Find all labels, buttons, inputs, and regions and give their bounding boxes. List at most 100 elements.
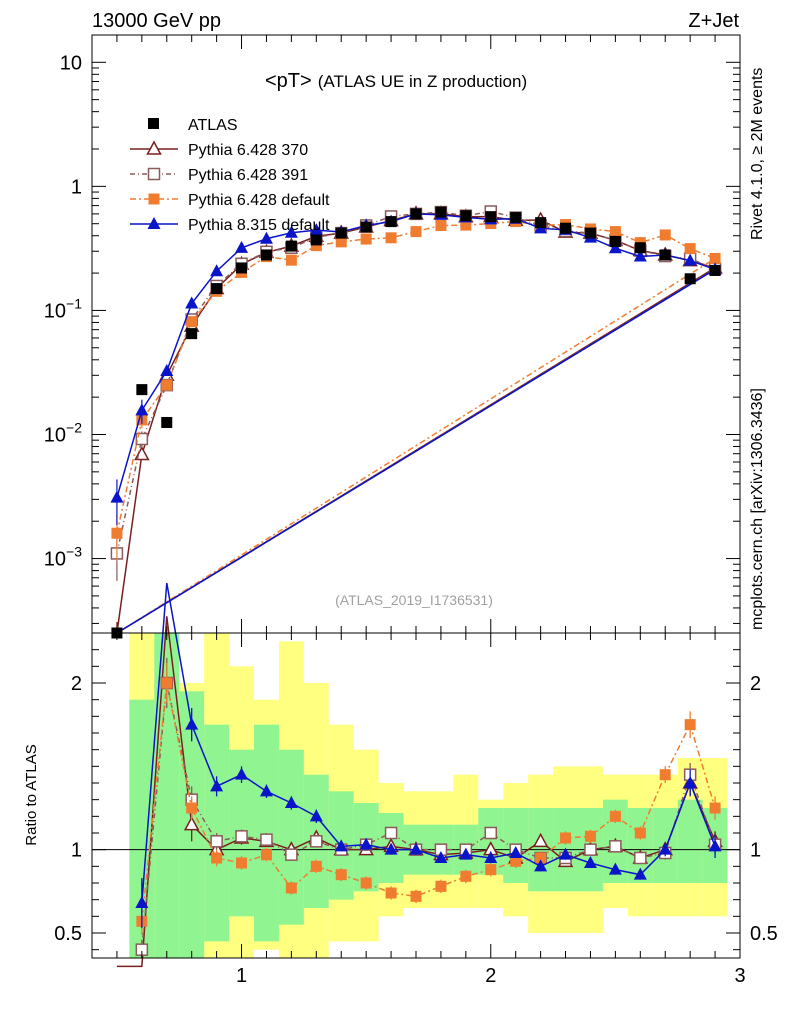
ratio-point-marker: [384, 826, 398, 840]
ratio-point-marker: [310, 860, 322, 872]
plot-title: <pT> (ATLAS UE in Z production): [265, 70, 527, 92]
main-y-tick-base: 10: [60, 52, 82, 74]
atlas-data-point: [460, 210, 472, 222]
ratio-point-marker: [509, 846, 523, 858]
ratio-point-marker: [484, 826, 498, 840]
ratio-point-marker: [684, 719, 696, 731]
ratio-point-marker: [534, 859, 548, 872]
main-series-layer: [110, 205, 723, 634]
main-point-marker: [235, 240, 249, 253]
main-point-marker: [285, 254, 297, 266]
ratio-point-marker: [183, 816, 200, 831]
ratio-point-marker: [235, 830, 248, 843]
atlas-data-point: [186, 328, 198, 340]
ratio-point-marker: [435, 880, 447, 892]
main-y-tick-exponent: −2: [66, 419, 82, 435]
atlas-data-point: [609, 235, 621, 247]
ratio-point-marker: [236, 857, 248, 869]
ratio-point-marker: [584, 843, 597, 856]
x-tick-label: 3: [734, 965, 745, 987]
ratio-point-marker: [434, 851, 448, 863]
main-y-tick-label: 1: [71, 176, 82, 198]
ratio-y-tick-label-left: 2: [71, 673, 82, 695]
legend-marker: [148, 193, 160, 205]
atlas-data-point: [285, 240, 297, 252]
ratio-point-marker: [235, 767, 249, 780]
main-y-tick-base: 10: [44, 549, 66, 571]
ratio-point-marker: [359, 837, 373, 850]
legend-label: Pythia 6.428 391: [188, 167, 308, 184]
main-point-marker: [135, 432, 149, 446]
ratio-y-tick-label-right: 1: [750, 840, 761, 862]
ratio-point-marker: [609, 810, 621, 822]
main-point-marker: [186, 316, 198, 328]
main-point-marker: [608, 241, 622, 254]
x-tick-label: 2: [485, 965, 496, 987]
figure-header: 13000 GeV pp Z+Jet: [92, 10, 739, 32]
uncertainty-band-inner: [278, 749, 304, 925]
ratio-point-marker: [459, 847, 473, 860]
main-point-marker: [335, 236, 347, 248]
header-right-label: Z+Jet: [688, 10, 739, 32]
ratio-point-marker: [410, 890, 422, 902]
ratio-point-marker: [186, 802, 198, 814]
ratio-point-marker: [285, 848, 298, 861]
main-point-marker: [633, 249, 647, 262]
atlas-data-point: [684, 273, 696, 285]
legend: ATLAS Pythia 6.428 370 Pythia 6.428 391 Pyt…: [130, 117, 330, 234]
ratio-point-marker: [532, 832, 549, 848]
legend-label-atlas: ATLAS: [188, 117, 238, 134]
ratio-point-marker: [510, 855, 522, 867]
main-point-marker: [310, 240, 322, 252]
atlas-data-point: [360, 221, 372, 233]
ratio-point-marker: [709, 802, 721, 814]
legend-marker: [147, 217, 161, 229]
legend-marker-atlas: [148, 118, 159, 129]
atlas-data-point: [584, 227, 596, 239]
ratio-point-marker: [484, 851, 498, 863]
ratio-point-marker: [384, 842, 398, 855]
ratio-point-marker: [211, 852, 223, 864]
main-point-marker: [360, 233, 372, 245]
legend-label: Pythia 6.428 default: [188, 192, 330, 209]
ratio-point-marker: [310, 835, 323, 848]
ratio-point-marker: [260, 833, 273, 846]
main-y-tick-label: 10: [60, 52, 82, 74]
ratio-series-layer: [116, 582, 723, 968]
ratio-point-marker: [658, 842, 672, 855]
main-y-tick-base: 10: [44, 300, 66, 322]
ratio-point-marker: [385, 887, 397, 899]
ratio-point-marker: [135, 896, 149, 908]
atlas-data-point: [435, 206, 447, 218]
atlas-data-point: [485, 211, 497, 223]
analysis-id-label: (ATLAS_2019_I1736531): [335, 592, 493, 608]
ratio-point-marker: [334, 839, 348, 852]
atlas-data-point: [634, 242, 646, 254]
main-point-marker: [135, 403, 149, 416]
ratio-point-marker: [584, 830, 596, 842]
ratio-point-marker: [409, 842, 423, 855]
uncertainty-band-inner: [677, 799, 703, 883]
ratio-y-axis: 0.5 0.5 1 1 2 2: [54, 632, 778, 951]
ratio-point-marker: [634, 827, 646, 839]
atlas-data-point: [335, 227, 347, 239]
main-y-tick-label: 10−2: [44, 419, 82, 446]
main-point-marker: [435, 220, 447, 232]
main-point-marker: [385, 232, 397, 244]
ratio-y-tick-label-left: 1: [71, 840, 82, 862]
ratio-point-marker: [210, 779, 224, 792]
ratio-point-marker: [634, 851, 647, 865]
uncertainty-bands: [129, 633, 728, 958]
main-series-line: [116, 213, 717, 634]
main-point-marker: [684, 243, 696, 255]
atlas-data-point: [385, 216, 397, 228]
main-y-tick-exponent: −1: [66, 295, 82, 311]
atlas-data-point: [136, 384, 148, 396]
main-point-marker: [111, 527, 123, 539]
legend-marker: [146, 140, 162, 155]
main-y-tick-label: 10−3: [44, 544, 82, 571]
legend-marker: [147, 167, 161, 181]
ratio-point-marker: [609, 840, 622, 853]
ratio-plot-panel: 0.5 0.5 1 1 2 2 1 2 3 Ratio to ATLAS: [23, 582, 778, 987]
ratio-point-marker: [608, 862, 622, 875]
